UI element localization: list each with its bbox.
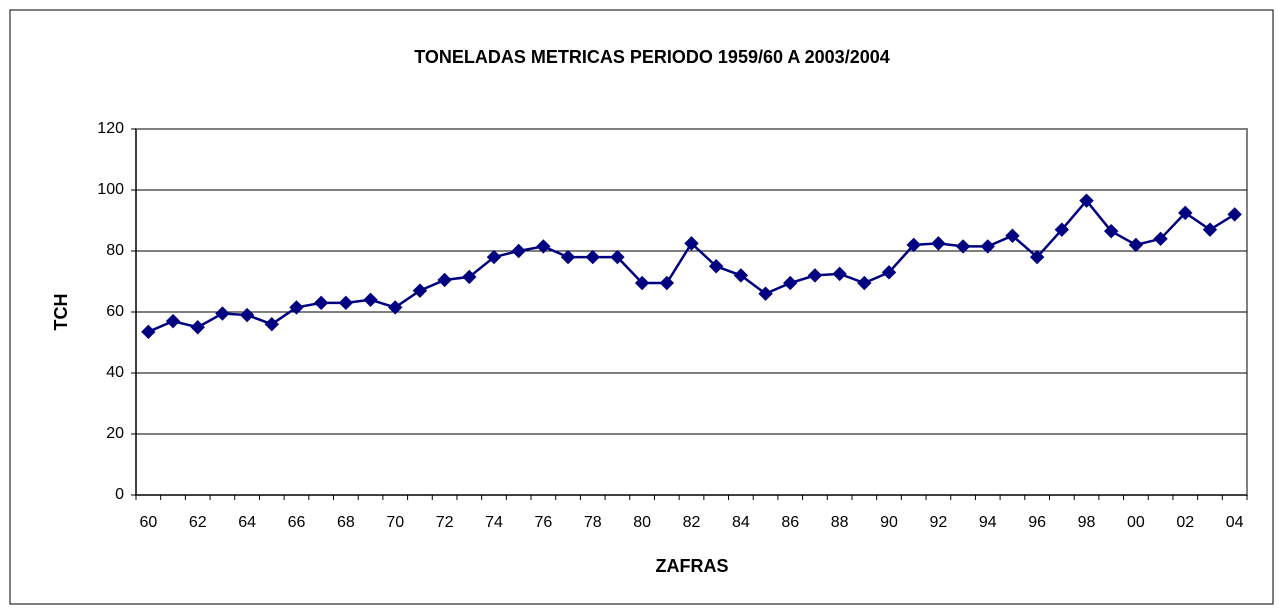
x-tick-label: 98 <box>1078 514 1096 531</box>
marker <box>1079 193 1094 208</box>
x-tick-label: 60 <box>139 514 157 531</box>
x-tick-label: 78 <box>584 514 602 531</box>
x-tick-label: 74 <box>485 514 503 531</box>
x-tick-label: 00 <box>1127 514 1145 531</box>
marker <box>289 300 304 315</box>
y-tick-label: 120 <box>97 120 124 137</box>
marker <box>857 275 872 291</box>
marker <box>931 236 946 251</box>
marker <box>486 249 502 265</box>
marker <box>1227 207 1242 222</box>
x-tick-label: 70 <box>386 514 404 531</box>
x-tick-label: 68 <box>337 514 355 531</box>
marker <box>980 239 995 254</box>
marker <box>165 313 181 329</box>
marker <box>708 259 724 274</box>
x-tick-label: 62 <box>189 514 207 531</box>
x-tick-label: 94 <box>979 514 997 531</box>
marker <box>437 272 452 288</box>
marker <box>906 237 921 253</box>
marker <box>1128 237 1144 253</box>
x-tick-label: 66 <box>288 514 306 531</box>
marker <box>733 268 749 283</box>
marker <box>239 307 255 323</box>
marker <box>462 269 477 285</box>
marker <box>313 295 329 311</box>
x-tick-label: 84 <box>732 514 750 531</box>
y-tick-label: 100 <box>97 181 124 198</box>
marker <box>536 239 551 254</box>
y-tick-label: 80 <box>106 242 124 259</box>
marker <box>659 275 675 291</box>
marker <box>832 266 847 282</box>
marker <box>1178 205 1193 221</box>
x-tick-label: 64 <box>238 514 256 531</box>
x-tick-label: 88 <box>831 514 849 531</box>
y-tick-label: 20 <box>106 425 124 442</box>
marker <box>338 295 354 311</box>
marker <box>1005 228 1020 243</box>
marker <box>264 316 279 332</box>
x-axis-label: ZAFRAS <box>656 556 729 576</box>
marker <box>412 283 428 298</box>
marker <box>783 275 798 291</box>
x-tick-label: 90 <box>880 514 898 531</box>
y-axis-label: TCH <box>51 294 71 331</box>
x-tick-label: 04 <box>1226 514 1244 531</box>
x-tick-label: 76 <box>534 514 552 531</box>
chart-title: TONELADAS METRICAS PERIODO 1959/60 A 200… <box>414 47 890 67</box>
x-tick-label: 96 <box>1028 514 1046 531</box>
x-tick-label: 82 <box>683 514 701 531</box>
marker <box>1029 249 1045 265</box>
marker <box>1202 222 1218 237</box>
x-tick-label: 72 <box>436 514 454 531</box>
marker <box>1054 222 1070 237</box>
marker <box>1153 231 1168 247</box>
marker <box>190 320 205 335</box>
marker <box>215 306 230 321</box>
marker <box>1104 223 1119 239</box>
marker <box>881 265 897 280</box>
marker <box>610 249 625 265</box>
x-tick-label: 02 <box>1176 514 1194 531</box>
y-tick-label: 40 <box>106 364 124 381</box>
marker <box>511 243 526 259</box>
marker <box>758 286 773 301</box>
marker <box>560 249 576 265</box>
marker <box>634 275 650 291</box>
marker <box>684 236 699 251</box>
x-tick-label: 86 <box>781 514 799 531</box>
marker <box>585 249 600 265</box>
marker <box>807 268 823 283</box>
y-tick-label: 0 <box>115 486 124 503</box>
marker <box>363 292 378 308</box>
x-tick-label: 80 <box>633 514 651 531</box>
y-tick-label: 60 <box>106 303 124 320</box>
marker <box>141 324 156 340</box>
marker <box>388 300 403 315</box>
x-tick-label: 92 <box>929 514 947 531</box>
marker <box>955 239 971 254</box>
